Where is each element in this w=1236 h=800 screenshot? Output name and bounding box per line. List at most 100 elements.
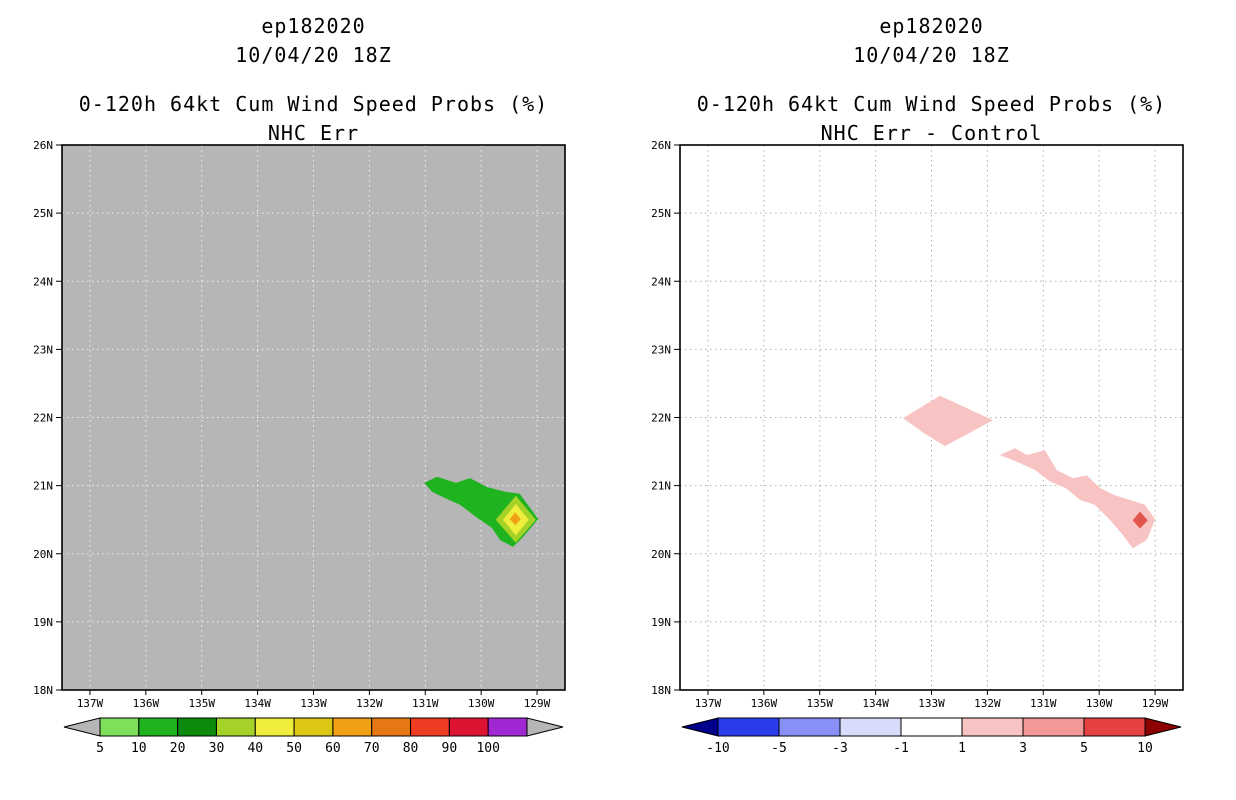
colorbar-cell	[371, 717, 412, 737]
lat-tick-label: 19N	[33, 616, 53, 629]
colorbar-label: 10	[131, 741, 147, 756]
lat-tick-label: 24N	[33, 275, 53, 288]
lat-tick-label: 25N	[33, 207, 53, 220]
lon-tick-label: 133W	[918, 697, 945, 710]
panel-header: ep182020 10/04/20 18Z	[680, 12, 1183, 70]
colorbar-label: 90	[442, 741, 458, 756]
lat-tick-label: 25N	[651, 207, 671, 220]
colorbar-label: -1	[893, 741, 909, 756]
lon-tick-label: 137W	[695, 697, 722, 710]
contour-level-5	[1132, 511, 1148, 529]
lon-tick-label: 134W	[862, 697, 889, 710]
probability-map: 26N 25N 24N 23N 22N 21N 20N 19N 18N 137W 136W 135W 1…	[33, 139, 566, 710]
colorbar-cell	[332, 717, 373, 737]
probability-colorbar: 5 10 20 30 40 50 60 70 80 90 100	[63, 717, 564, 756]
contour-level-1	[999, 448, 1156, 549]
product-title: 0-120h 64kt Cum Wind Speed Probs (%)	[696, 92, 1167, 116]
colorbar-cell	[410, 717, 450, 737]
colorbar-label: -3	[832, 741, 848, 756]
colorbar-label: 20	[170, 741, 186, 756]
lon-tick-label: 135W	[188, 697, 215, 710]
colorbar-cell	[177, 717, 217, 737]
lon-tick-label: 136W	[751, 697, 778, 710]
lat-tick-label: 18N	[33, 684, 53, 697]
colorbar-label: 5	[96, 741, 104, 756]
lat-tick-label: 22N	[651, 412, 671, 425]
product-title: 0-120h 64kt Cum Wind Speed Probs (%)	[78, 92, 549, 116]
colorbar-label: 3	[1019, 741, 1027, 756]
lon-tick-label: 129W	[1142, 697, 1169, 710]
colorbar-label: -5	[771, 741, 787, 756]
lon-tick-label: 131W	[412, 697, 439, 710]
lat-tick-label: 24N	[651, 275, 671, 288]
colorbar-cell	[215, 717, 256, 737]
storm-id: ep182020	[879, 14, 984, 38]
storm-id: ep182020	[261, 14, 366, 38]
difference-map: 26N 25N 24N 23N 22N 21N 20N 19N 18N 137W 136W 135W 1…	[651, 139, 1184, 710]
run-time: 10/04/20 18Z	[853, 43, 1010, 67]
lon-tick-label: 131W	[1030, 697, 1057, 710]
colorbar-cell	[487, 717, 528, 737]
lon-tick-label: 130W	[1086, 697, 1113, 710]
lat-tick-label: 20N	[651, 548, 671, 561]
lat-tick-label: 26N	[33, 139, 53, 152]
lat-tick-label: 21N	[33, 480, 53, 493]
colorbar-label: 60	[325, 741, 341, 756]
lat-tick-label: 20N	[33, 548, 53, 561]
colorbar-cell	[448, 717, 489, 737]
lon-tick-label: 132W	[356, 697, 383, 710]
colorbar-label: 1	[958, 741, 966, 756]
colorbar-cell	[778, 717, 841, 737]
lon-tick-label: 135W	[806, 697, 833, 710]
colorbar-cell	[138, 717, 179, 737]
colorbar-cell	[717, 717, 780, 737]
lat-tick-label: 21N	[651, 480, 671, 493]
colorbar-right-arrow	[1144, 717, 1182, 737]
lat-tick-label: 26N	[651, 139, 671, 152]
panel-subheader: 0-120h 64kt Cum Wind Speed Probs (%) NHC…	[62, 90, 565, 148]
lon-tick-label: 136W	[133, 697, 160, 710]
product-subtitle: NHC Err - Control	[820, 121, 1043, 145]
colorbar-cell	[961, 717, 1024, 737]
colorbar-cell	[99, 717, 140, 737]
contour-level-1	[903, 395, 993, 447]
lat-tick-label: 19N	[651, 616, 671, 629]
lat-tick-label: 22N	[33, 412, 53, 425]
colorbar-label: 70	[364, 741, 380, 756]
panel-subheader: 0-120h 64kt Cum Wind Speed Probs (%) NHC…	[680, 90, 1183, 148]
right-chart-panel: ep182020 10/04/20 18Z 0-120h 64kt Cum Wi…	[618, 0, 1236, 800]
lon-tick-label: 129W	[524, 697, 551, 710]
lat-tick-label: 23N	[33, 343, 53, 356]
colorbar-cell	[293, 717, 334, 737]
colorbar-label: 100	[476, 741, 499, 756]
lat-tick-label: 18N	[651, 684, 671, 697]
colorbar-cell	[900, 717, 963, 737]
lon-tick-label: 134W	[244, 697, 271, 710]
colorbar-label: 80	[403, 741, 419, 756]
panel-header: ep182020 10/04/20 18Z	[62, 12, 565, 70]
colorbar-cell	[254, 717, 295, 737]
lat-tick-label: 23N	[651, 343, 671, 356]
run-time: 10/04/20 18Z	[235, 43, 392, 67]
colorbar-left-arrow	[63, 717, 101, 737]
product-subtitle: NHC Err	[267, 121, 360, 145]
colorbar-label: -10	[706, 741, 729, 756]
colorbar-label: 40	[247, 741, 263, 756]
colorbar-right-arrow	[526, 717, 564, 737]
colorbar-label: 30	[209, 741, 225, 756]
contour-level-60	[509, 512, 521, 526]
lon-tick-label: 137W	[77, 697, 104, 710]
colorbar-label: 10	[1137, 741, 1153, 756]
colorbar-label: 50	[286, 741, 302, 756]
difference-colorbar: -10 -5 -3 -1 1 3 5 10	[681, 717, 1182, 756]
left-chart-panel: ep182020 10/04/20 18Z 0-120h 64kt Cum Wi…	[33, 12, 566, 756]
colorbar-cell	[1022, 717, 1085, 737]
colorbar-cell	[1083, 717, 1146, 737]
colorbar-label: 5	[1080, 741, 1088, 756]
lon-tick-label: 133W	[300, 697, 327, 710]
colorbar-cell	[839, 717, 902, 737]
lon-tick-label: 130W	[468, 697, 495, 710]
lon-tick-label: 132W	[974, 697, 1001, 710]
colorbar-left-arrow	[681, 717, 719, 737]
